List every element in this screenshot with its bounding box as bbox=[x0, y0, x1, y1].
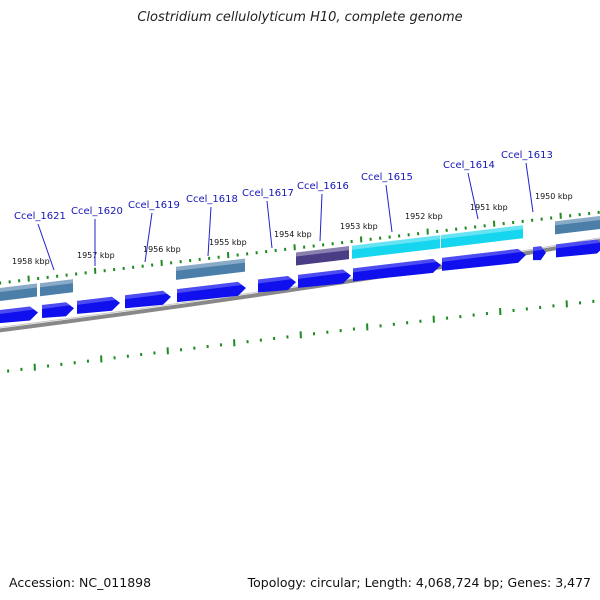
kbp-label: 1953 kbp bbox=[340, 222, 378, 231]
gene-track bbox=[0, 215, 600, 301]
cds-arrow[interactable] bbox=[533, 246, 546, 261]
cds-arrow[interactable] bbox=[353, 258, 441, 282]
gene-block[interactable] bbox=[40, 279, 73, 297]
gene-label[interactable]: Ccel_1618 bbox=[186, 194, 238, 205]
gene-leader-line bbox=[385, 184, 393, 233]
gene-leader-line bbox=[144, 212, 153, 263]
gene-leader-line bbox=[266, 200, 273, 249]
gene-label[interactable]: Ccel_1619 bbox=[128, 200, 180, 211]
kbp-label: 1957 kbp bbox=[77, 251, 115, 260]
gene-label[interactable]: Ccel_1613 bbox=[501, 150, 553, 161]
gene-leader-line bbox=[525, 162, 534, 213]
gene-label[interactable]: Ccel_1614 bbox=[443, 160, 495, 171]
gene-labels: Ccel_1621 Ccel_1620 Ccel_1619 Ccel_1618 Ccel… bbox=[14, 150, 553, 271]
kbp-labels: 1958 kbp 1957 kbp 1956 kbp 1955 kbp 1954 kbp… bbox=[12, 192, 573, 266]
inner-scale-ticks bbox=[7, 299, 595, 373]
outer-scale-ticks bbox=[0, 210, 600, 285]
accession-text: Accession: NC_011898 bbox=[9, 575, 152, 590]
gene-label[interactable]: Ccel_1620 bbox=[71, 206, 123, 217]
genome-summary-text: Topology: circular; Length: 4,068,724 bp… bbox=[247, 575, 591, 590]
gene-label[interactable]: Ccel_1615 bbox=[361, 172, 413, 183]
kbp-label: 1950 kbp bbox=[535, 192, 573, 201]
cds-arrow[interactable] bbox=[556, 239, 600, 258]
gene-label[interactable]: Ccel_1617 bbox=[242, 188, 294, 199]
cds-arrow[interactable] bbox=[442, 248, 526, 271]
gene-block[interactable] bbox=[555, 215, 600, 235]
cds-arrow[interactable] bbox=[42, 302, 74, 319]
gene-leader-line bbox=[207, 206, 212, 257]
cds-arrow[interactable] bbox=[0, 306, 38, 324]
cds-track bbox=[0, 239, 600, 324]
cds-arrow[interactable] bbox=[177, 281, 246, 303]
gene-block[interactable] bbox=[296, 246, 349, 266]
kbp-label: 1956 kbp bbox=[143, 245, 181, 254]
kbp-label: 1951 kbp bbox=[470, 203, 508, 212]
gene-block[interactable] bbox=[176, 258, 245, 280]
genome-title: Clostridium cellulolyticum H10, complete… bbox=[137, 10, 463, 25]
kbp-label: 1955 kbp bbox=[209, 238, 247, 247]
kbp-label: 1954 kbp bbox=[274, 230, 312, 239]
gene-leader-line bbox=[467, 172, 479, 220]
gene-leader-line bbox=[37, 223, 55, 271]
gene-block[interactable] bbox=[441, 225, 523, 249]
cds-arrow[interactable] bbox=[125, 290, 171, 309]
cds-arrow[interactable] bbox=[77, 296, 120, 314]
kbp-label: 1958 kbp bbox=[12, 257, 50, 266]
cds-arrow[interactable] bbox=[298, 269, 351, 288]
gene-label[interactable]: Ccel_1621 bbox=[14, 211, 66, 222]
cds-arrow[interactable] bbox=[258, 276, 296, 293]
gene-leader-line bbox=[319, 193, 323, 242]
kbp-label: 1952 kbp bbox=[405, 212, 443, 221]
gene-block[interactable] bbox=[0, 283, 37, 301]
gene-block[interactable] bbox=[352, 235, 440, 259]
gene-label[interactable]: Ccel_1616 bbox=[297, 181, 349, 192]
